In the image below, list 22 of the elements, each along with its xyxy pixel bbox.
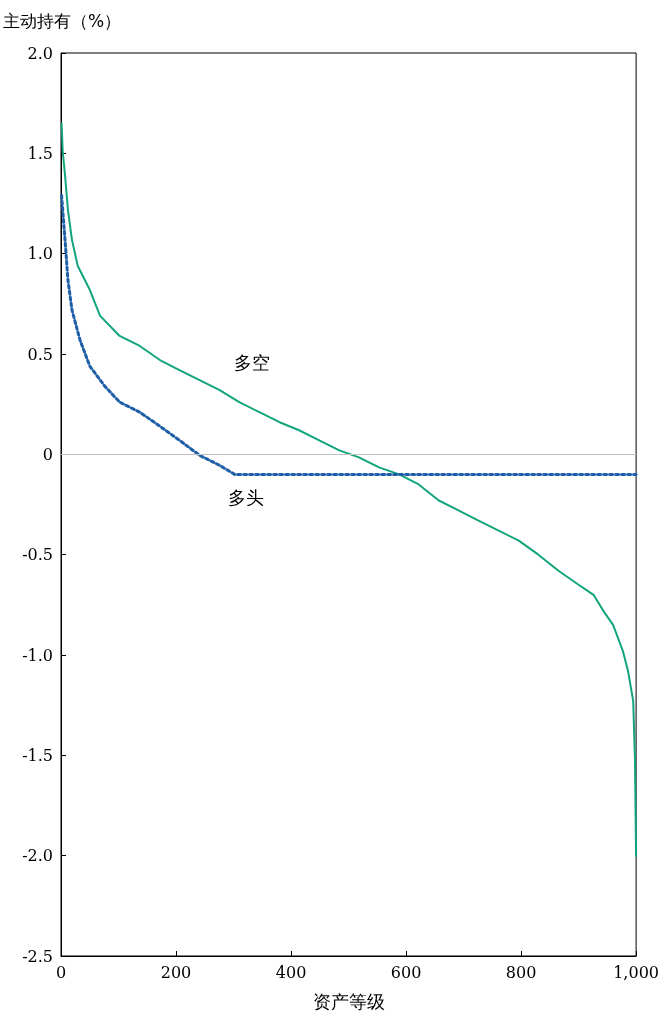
line-series — [60, 122, 638, 857]
y-tick-label: -0.5 — [22, 545, 53, 565]
y-tick-label: 1.0 — [27, 244, 53, 264]
y-tick-label: -1.5 — [22, 745, 53, 765]
x-tick-label: 1,000 — [613, 962, 659, 982]
y-axis-title: 主动持有（%） — [3, 10, 122, 31]
x-tick-label: 0 — [55, 962, 67, 982]
x-tick-label: 200 — [160, 962, 192, 982]
series-label: 多空 — [234, 351, 271, 373]
x-axis-title: 资产等级 — [312, 990, 385, 1012]
y-tick-label: 0 — [42, 444, 53, 464]
line-series — [60, 193, 638, 476]
series-label: 多头 — [227, 486, 264, 508]
y-tick-label: -1.0 — [22, 645, 53, 665]
y-tick-label: 1.5 — [27, 143, 53, 163]
y-tick-label: -2.0 — [22, 846, 53, 866]
y-tick-label: -2.5 — [22, 946, 53, 966]
y-tick-label: 2.0 — [27, 43, 53, 63]
y-tick-label: 0.5 — [27, 344, 53, 364]
x-tick-label: 600 — [390, 962, 422, 982]
x-tick-label: 400 — [275, 962, 307, 982]
x-tick-label: 800 — [505, 962, 537, 982]
